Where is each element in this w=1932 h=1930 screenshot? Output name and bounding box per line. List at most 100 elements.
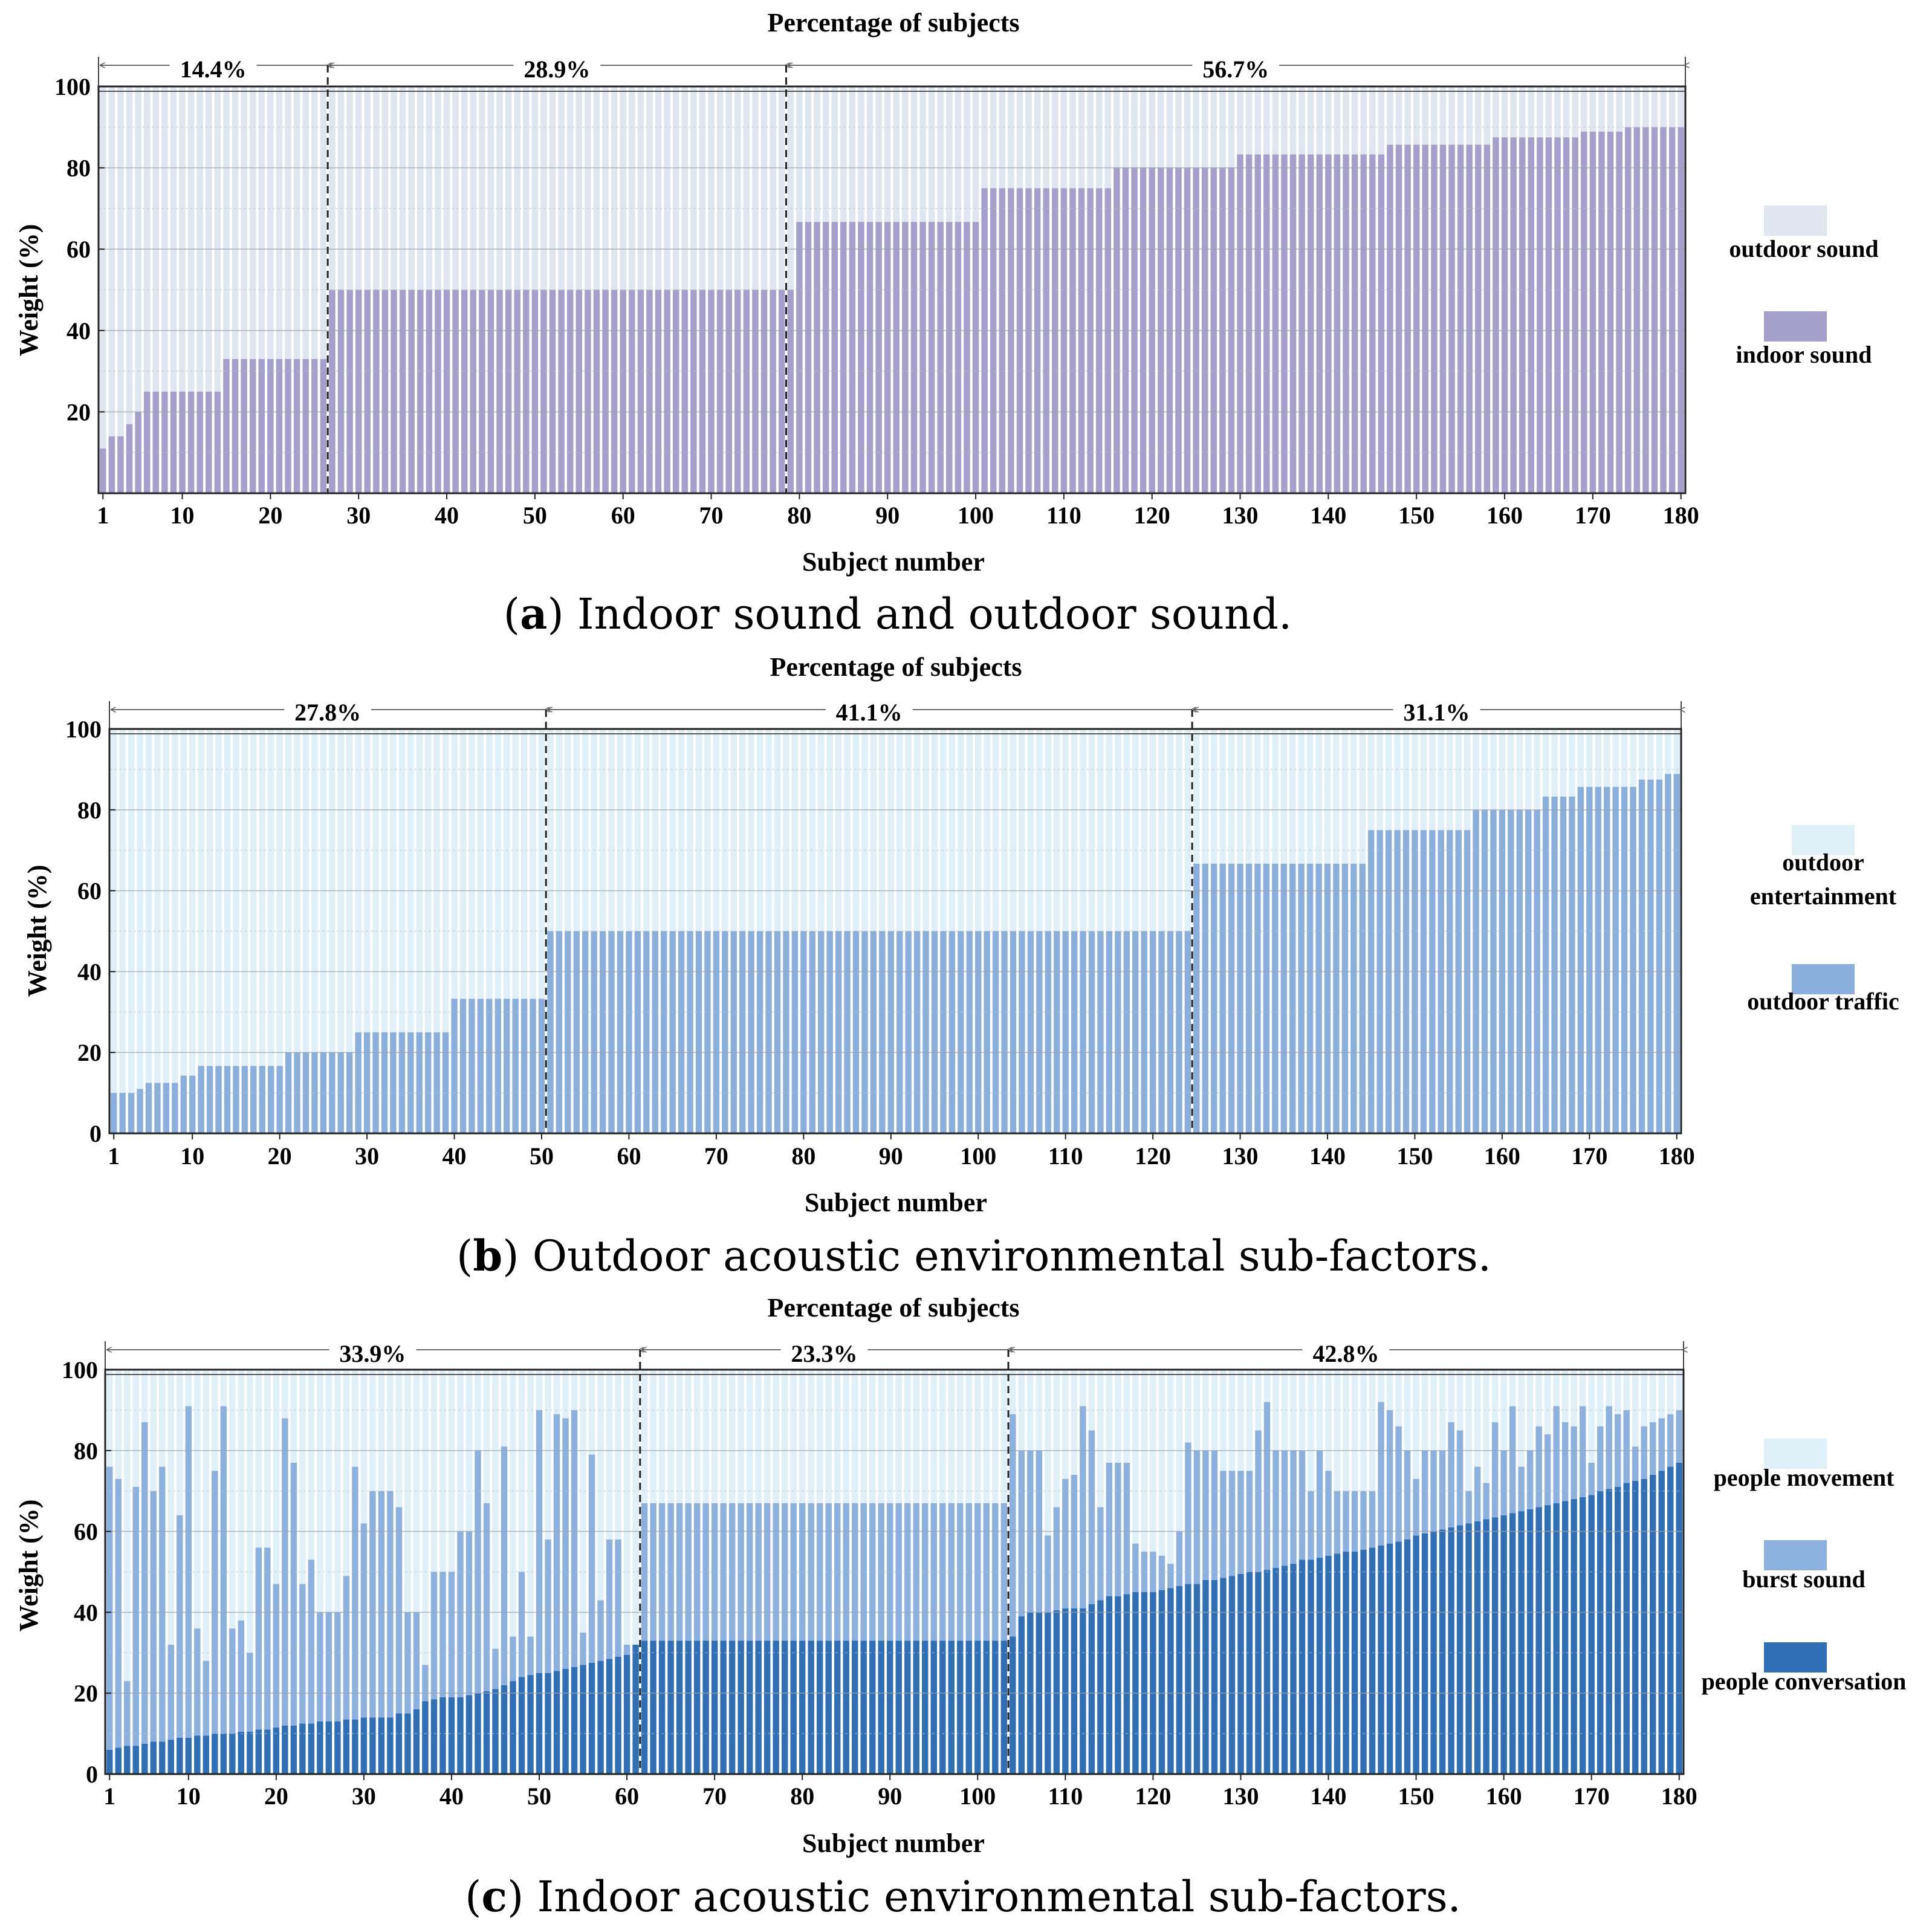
bar-segment-outdoor-traffic bbox=[433, 1032, 440, 1133]
panel-b-x-axis-label: Subject number bbox=[805, 1188, 987, 1217]
bar-segment-outdoor-sound bbox=[1475, 86, 1482, 145]
bar-segment-indoor-sound bbox=[646, 290, 653, 493]
panel-b-bar-subject-97 bbox=[948, 729, 956, 1133]
bar-segment-outdoor-entertainment bbox=[407, 729, 414, 1032]
bar-segment-people-movement bbox=[1650, 1370, 1656, 1422]
panel-a-bar-subject-69 bbox=[699, 86, 706, 493]
panel-c-bar-subject-47 bbox=[510, 1370, 516, 1774]
bar-segment-people-movement bbox=[1263, 1370, 1271, 1402]
bar-segment-people-movement bbox=[1132, 1370, 1139, 1544]
panel-c-bar-subject-152 bbox=[1430, 1370, 1437, 1774]
bar-segment-indoor-sound bbox=[479, 290, 485, 493]
bar-segment-people-conversation bbox=[1263, 1570, 1271, 1774]
bar-segment-people-movement bbox=[1413, 1370, 1419, 1479]
bar-segment-outdoor-entertainment bbox=[1272, 729, 1279, 864]
bar-segment-people-movement bbox=[1456, 1370, 1464, 1431]
x-tick-label: 10 bbox=[177, 1783, 201, 1810]
bar-segment-indoor-sound bbox=[620, 290, 626, 493]
bar-segment-indoor-sound bbox=[893, 222, 900, 493]
bar-segment-outdoor-traffic bbox=[259, 1066, 265, 1133]
panel-b-bar-subject-38 bbox=[433, 729, 440, 1133]
bar-segment-burst-sound bbox=[1290, 1450, 1297, 1564]
bar-segment-indoor-sound bbox=[1095, 188, 1103, 493]
panel-c-bar-subject-29 bbox=[352, 1370, 358, 1774]
group-label-backdrop bbox=[1393, 696, 1480, 717]
bar-segment-outdoor-traffic bbox=[1656, 779, 1663, 1134]
bar-segment-indoor-sound bbox=[575, 290, 583, 493]
panel-b-bar-subject-101 bbox=[984, 729, 990, 1133]
bar-segment-outdoor-sound bbox=[540, 86, 547, 290]
panel-b-bar-subject-169 bbox=[1577, 729, 1584, 1133]
panel-a-bar-subject-131 bbox=[1245, 86, 1253, 493]
bar-segment-outdoor-traffic bbox=[1464, 830, 1471, 1133]
panel-a-bar-subject-180 bbox=[1678, 86, 1684, 494]
bar-segment-people-conversation bbox=[843, 1640, 849, 1774]
panel-b-x-ticks: 1 10 20 30 40 50 60 70 80 90 100 110 120 130 140 150 160… bbox=[108, 1133, 1695, 1170]
bar-segment-outdoor-entertainment bbox=[1280, 729, 1287, 864]
bar-segment-people-conversation bbox=[1106, 1596, 1113, 1774]
bar-segment-outdoor-traffic bbox=[887, 931, 894, 1133]
bar-segment-people-movement bbox=[1535, 1370, 1542, 1426]
bar-segment-outdoor-sound bbox=[611, 86, 618, 290]
panel-c-bar-subject-67 bbox=[685, 1370, 692, 1774]
bar-segment-outdoor-entertainment bbox=[477, 729, 484, 999]
bar-segment-indoor-sound bbox=[285, 358, 291, 493]
legend-label: entertainment bbox=[1750, 882, 1897, 910]
panel-a-bar-subject-114 bbox=[1095, 86, 1103, 493]
bar-segment-burst-sound bbox=[571, 1410, 578, 1667]
bar-segment-people-conversation bbox=[387, 1717, 394, 1774]
bar-segment-outdoor-sound bbox=[258, 86, 265, 359]
bar-segment-burst-sound bbox=[1298, 1450, 1306, 1560]
bar-segment-outdoor-sound bbox=[1607, 86, 1614, 132]
panel-c-bar-subject-20 bbox=[273, 1370, 280, 1774]
bar-segment-burst-sound bbox=[781, 1503, 788, 1641]
panel-a-bar-subject-147 bbox=[1387, 86, 1393, 494]
bar-segment-outdoor-traffic bbox=[1420, 830, 1427, 1133]
bar-segment-indoor-sound bbox=[1483, 144, 1491, 494]
panel-a-bar-subject-140 bbox=[1325, 86, 1332, 493]
bar-segment-outdoor-entertainment bbox=[791, 729, 799, 931]
bar-segment-outdoor-sound bbox=[1289, 86, 1297, 155]
x-tick-label: 70 bbox=[699, 502, 724, 529]
panel-b-bar-subject-65 bbox=[669, 729, 676, 1133]
panel-a-bar-subject-174 bbox=[1624, 86, 1632, 494]
panel-c-bar-subject-78 bbox=[781, 1370, 788, 1774]
bar-segment-indoor-sound bbox=[602, 290, 609, 493]
bar-segment-outdoor-sound bbox=[805, 86, 812, 222]
panel-c-bar-subject-114 bbox=[1097, 1370, 1104, 1774]
bar-segment-indoor-sound bbox=[117, 436, 124, 493]
x-tick-label: 50 bbox=[527, 1783, 551, 1810]
panel-c-bar-subject-164 bbox=[1535, 1370, 1542, 1774]
y-tick-label: 80 bbox=[74, 1437, 98, 1465]
panel-c-bar-subject-145 bbox=[1369, 1370, 1376, 1774]
bar-segment-people-conversation bbox=[763, 1640, 771, 1774]
bar-segment-indoor-sound bbox=[196, 391, 203, 493]
bar-segment-people-movement bbox=[1308, 1370, 1314, 1491]
bar-segment-burst-sound bbox=[1526, 1450, 1534, 1509]
bar-segment-indoor-sound bbox=[1087, 188, 1094, 493]
panel-c-bar-subject-167 bbox=[1561, 1370, 1569, 1774]
bar-segment-outdoor-sound bbox=[373, 86, 380, 290]
panel-c-bar-subject-14 bbox=[220, 1370, 227, 1774]
bar-segment-people-movement bbox=[536, 1370, 543, 1410]
panel-c-bar-subject-40 bbox=[448, 1370, 455, 1774]
bar-segment-outdoor-sound bbox=[505, 86, 512, 290]
bar-segment-people-movement bbox=[922, 1370, 929, 1503]
bar-segment-indoor-sound bbox=[1307, 154, 1314, 493]
bar-segment-burst-sound bbox=[1220, 1471, 1227, 1578]
bar-segment-burst-sound bbox=[1097, 1507, 1104, 1601]
bar-segment-burst-sound bbox=[1430, 1450, 1437, 1532]
bar-segment-people-conversation bbox=[693, 1640, 701, 1774]
bar-segment-burst-sound bbox=[465, 1531, 473, 1695]
bar-segment-outdoor-traffic bbox=[1132, 931, 1139, 1133]
panel-c: Percentage of subjects 33.9% 23.3% 42.8% 0… bbox=[14, 1293, 1906, 1922]
bar-segment-outdoor-traffic bbox=[1167, 931, 1174, 1133]
bar-segment-people-movement bbox=[781, 1370, 788, 1503]
bar-segment-outdoor-traffic bbox=[398, 1032, 406, 1133]
panel-c-caption-letter: c bbox=[481, 1871, 507, 1922]
bar-segment-people-conversation bbox=[1535, 1507, 1542, 1774]
x-tick-label: 140 bbox=[1310, 502, 1346, 529]
bar-segment-outdoor-sound bbox=[320, 86, 327, 359]
bar-segment-outdoor-entertainment bbox=[494, 729, 501, 999]
panel-a-bar-subject-98 bbox=[955, 86, 962, 493]
